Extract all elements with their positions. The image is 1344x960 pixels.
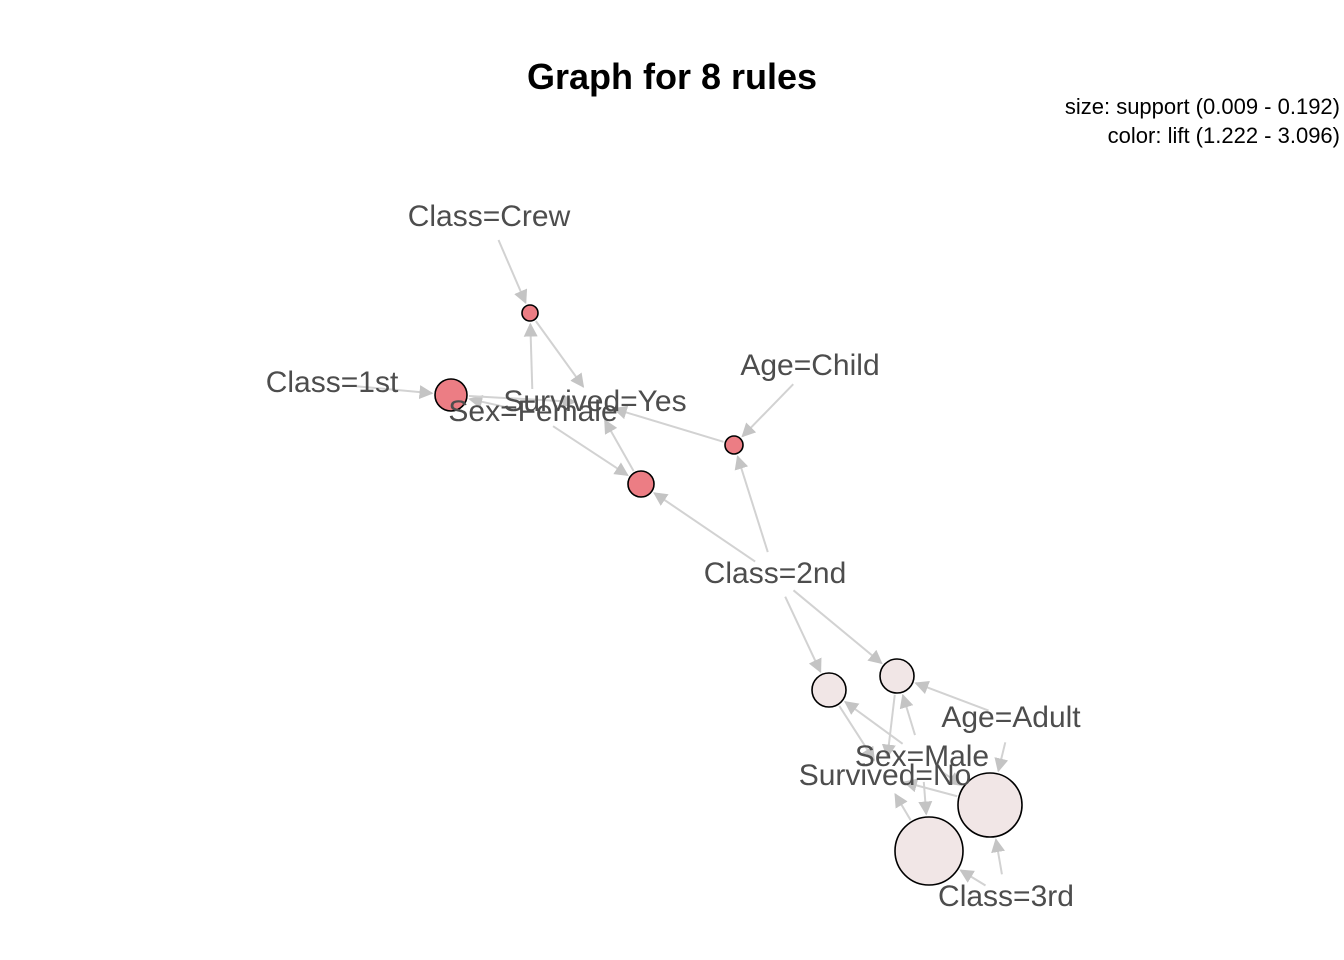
legend-color: color: lift (1.222 - 3.096) — [1107, 123, 1340, 148]
edge-third-to-r8 — [959, 869, 987, 887]
item-label-sex-male: Sex=Male — [855, 740, 989, 773]
edge-layer — [355, 239, 1009, 887]
item-label-first: Class=1st — [266, 366, 399, 399]
edge-r2-to-survived_yes — [468, 394, 577, 409]
chart-title: Graph for 8 rules — [526, 56, 818, 97]
legend-size: size: support (0.009 - 0.192) — [1064, 94, 1340, 119]
edge-second-to-r6 — [792, 589, 883, 665]
item-label-age-adult: Age=Adult — [941, 701, 1081, 734]
rule-node-r6 — [879, 658, 915, 694]
item-label-sex-female: Sex=Female — [448, 395, 617, 428]
edge-age_adult-to-r7 — [994, 742, 1009, 773]
edge-r6-to-survived_no — [881, 694, 896, 759]
rule-node-r4 — [724, 435, 744, 455]
edge-crew-to-r1 — [497, 239, 528, 305]
edge-sex_female-to-r1 — [523, 322, 538, 390]
edge-r3-to-survived_yes — [604, 419, 635, 472]
edge-r5-to-survived_no — [838, 705, 876, 762]
item-label-survived-yes: Survived=Yes — [503, 385, 686, 418]
edge-r7-to-survived_no — [902, 778, 958, 798]
rule-node-r7 — [957, 772, 1023, 838]
edge-sex_male-to-r6 — [899, 693, 916, 736]
rule-node-r5 — [811, 672, 847, 708]
edge-r4-to-survived_yes — [612, 405, 724, 443]
edge-r1-to-survived_yes — [535, 320, 585, 388]
edge-sex_male-to-r8 — [918, 781, 933, 816]
rule-node-r1 — [521, 304, 539, 322]
edge-r8-to-survived_no — [894, 792, 912, 821]
edge-second-to-r3 — [653, 492, 756, 563]
edge-sex_male-to-r5 — [844, 700, 904, 745]
item-label-layer: Class=Crew Class=1st Survived=YesSex=Femal… — [266, 200, 1082, 913]
item-label-age-child: Age=Child — [740, 349, 879, 382]
edge-age_adult-to-r6 — [914, 680, 989, 712]
rule-node-r8 — [894, 816, 964, 886]
edge-second-to-r4 — [734, 455, 769, 553]
rule-node-layer — [434, 304, 1023, 886]
edge-first-to-r2 — [355, 385, 434, 400]
edge-sex_female-to-r2 — [468, 394, 510, 409]
item-label-third: Class=3rd — [938, 880, 1074, 913]
item-label-survived-no: Survived=No — [799, 759, 972, 792]
edge-sex_female-to-r3 — [552, 425, 629, 477]
rule-node-r2 — [434, 378, 468, 412]
rule-node-r3 — [627, 470, 655, 498]
item-label-second: Class=2nd — [704, 557, 847, 590]
edge-third-to-r7 — [991, 838, 1005, 875]
edge-age_child-to-r4 — [741, 383, 794, 438]
edge-second-to-r5 — [784, 596, 822, 674]
item-label-crew: Class=Crew — [408, 200, 571, 233]
edge-sex_male-to-r7 — [941, 770, 963, 786]
